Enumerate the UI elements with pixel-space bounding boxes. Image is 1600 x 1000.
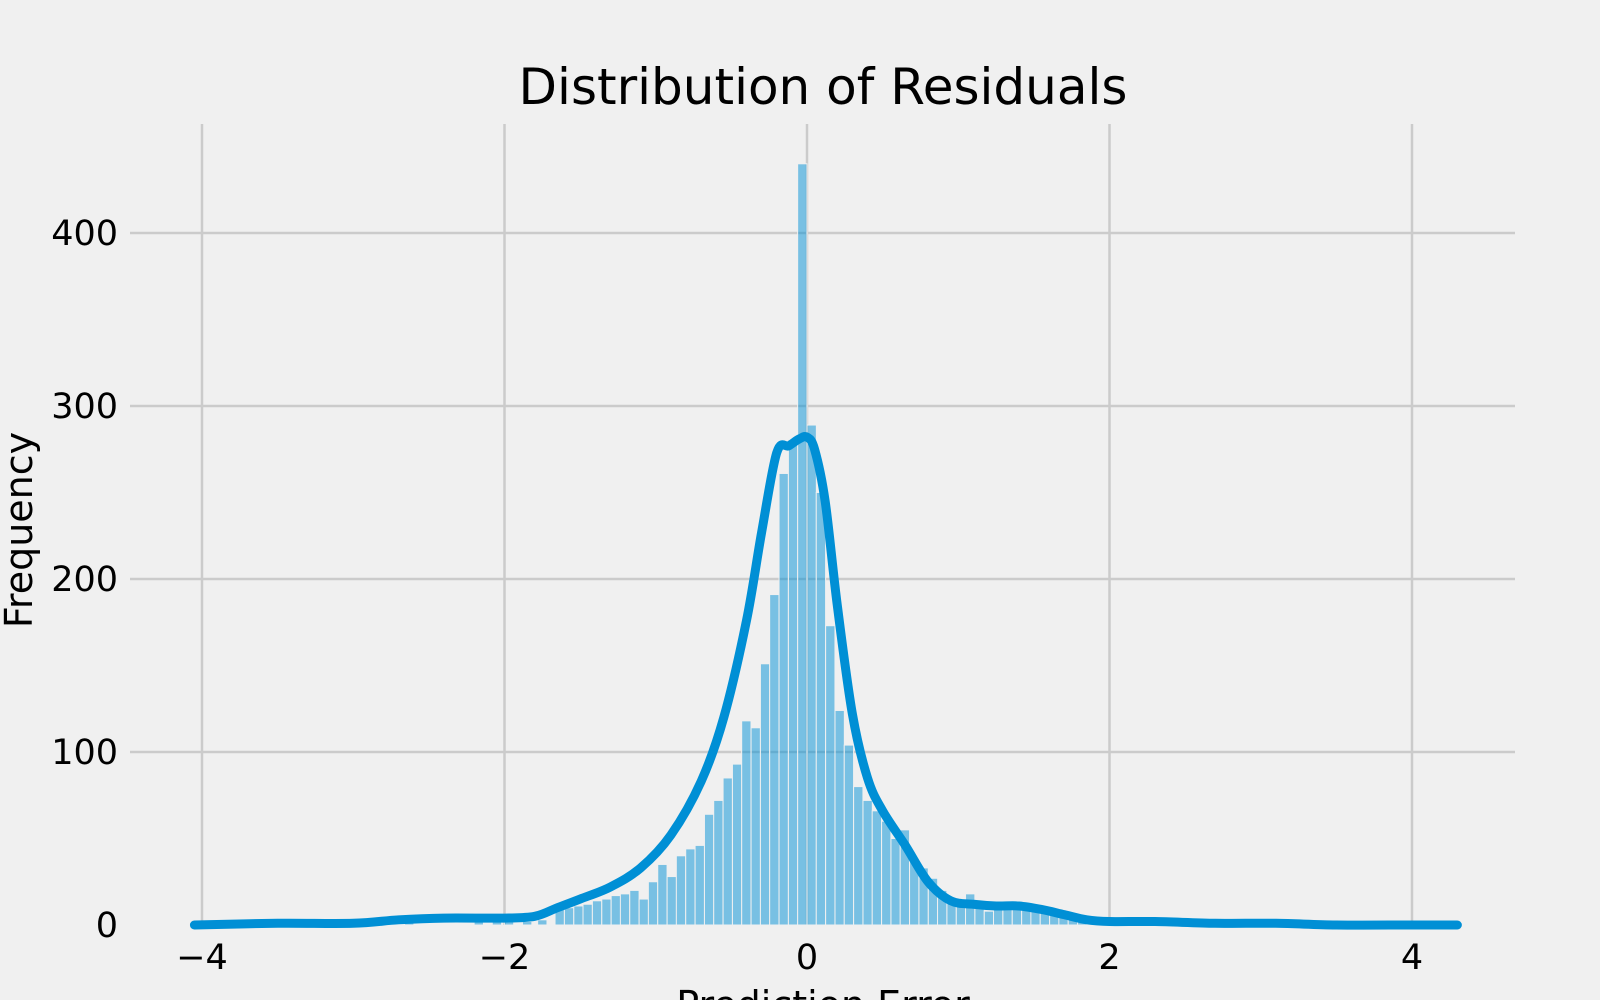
- chart-title: Distribution of Residuals: [519, 58, 1128, 116]
- histogram-bar: [759, 663, 771, 926]
- histogram-bar: [797, 163, 808, 926]
- histogram-bar: [965, 893, 976, 926]
- histogram-bar: [573, 905, 584, 926]
- tick-labels: −4 −2 0 2 4 0 100 200 300 400: [51, 214, 1423, 978]
- histogram-bar: [694, 844, 705, 926]
- histogram-bar: [675, 855, 687, 926]
- histogram-bar: [769, 594, 780, 926]
- y-axis-label: Frequency: [0, 432, 41, 628]
- histogram-bar: [666, 876, 677, 926]
- x-tick-label: −4: [176, 938, 228, 978]
- x-axis-label: Prediction Error: [676, 983, 970, 1000]
- x-tick-label: 0: [796, 938, 818, 978]
- histogram-bar: [853, 786, 864, 926]
- histogram-bar: [750, 727, 761, 926]
- kde-curve: [189, 431, 1462, 930]
- histogram-bar: [862, 799, 873, 926]
- histogram-bar: [563, 907, 575, 926]
- histogram-bar: [778, 472, 789, 926]
- histogram-bars: [404, 163, 1251, 926]
- histogram-bar: [815, 492, 827, 926]
- y-tick-label: 200: [51, 560, 118, 600]
- histogram-bar: [582, 903, 593, 926]
- histogram-bar: [647, 881, 659, 926]
- histogram-bar: [871, 810, 883, 926]
- histogram-bar: [657, 863, 668, 926]
- histogram-bar: [983, 910, 995, 926]
- histogram-bar: [591, 900, 603, 926]
- histogram-bar: [890, 838, 901, 926]
- histogram-bar: [537, 919, 548, 926]
- histogram-bar: [638, 898, 649, 926]
- kde-curve-layer: [189, 431, 1462, 930]
- histogram-bar: [619, 893, 631, 926]
- histogram-bar: [843, 744, 855, 926]
- histogram-bar: [703, 813, 715, 926]
- histogram-bar: [610, 895, 621, 926]
- histogram-bar: [881, 820, 892, 926]
- y-tick-label: 300: [51, 387, 118, 427]
- histogram-bar: [713, 799, 724, 926]
- histogram-bar: [834, 709, 845, 926]
- histogram-bar: [825, 625, 836, 926]
- histogram-bar: [601, 898, 612, 926]
- y-tick-label: 100: [51, 733, 118, 773]
- y-tick-label: 400: [51, 214, 118, 254]
- histogram-bar: [806, 424, 817, 926]
- histogram-bar: [685, 848, 696, 926]
- x-tick-label: 2: [1098, 938, 1120, 978]
- histogram-bar: [731, 763, 743, 926]
- histogram-bar: [722, 777, 733, 926]
- x-tick-label: −2: [479, 938, 531, 978]
- histogram-bar: [787, 443, 799, 926]
- histogram-bar: [629, 889, 640, 926]
- histogram-bar: [741, 720, 752, 926]
- y-tick-label: 0: [96, 906, 118, 946]
- x-tick-label: 4: [1401, 938, 1423, 978]
